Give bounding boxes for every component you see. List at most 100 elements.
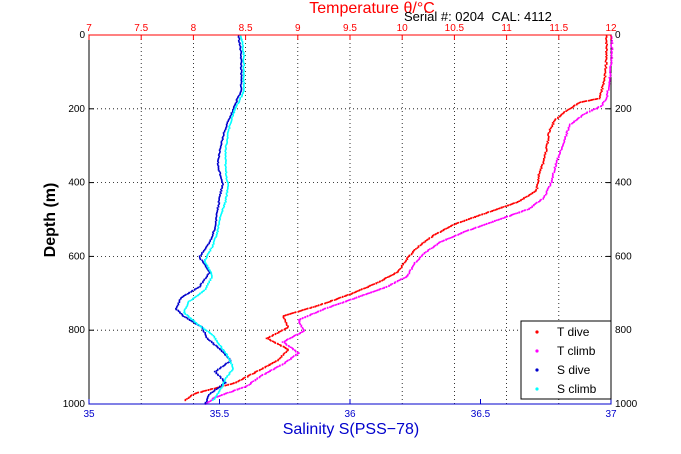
data-point — [209, 239, 212, 241]
data-point — [185, 316, 188, 319]
data-point — [242, 59, 245, 62]
data-point — [356, 290, 359, 292]
data-point — [341, 302, 344, 304]
data-point — [226, 186, 229, 188]
data-point — [220, 212, 223, 214]
data-point — [237, 35, 240, 37]
data-point — [264, 373, 266, 375]
data-point — [600, 105, 602, 108]
data-point — [453, 223, 456, 226]
data-point — [543, 196, 545, 198]
data-point — [333, 299, 336, 301]
data-point — [216, 162, 219, 165]
data-point — [216, 396, 218, 398]
data-point — [240, 79, 243, 81]
data-point — [204, 333, 207, 335]
data-point — [204, 328, 206, 331]
data-point — [219, 173, 221, 176]
data-point — [226, 191, 229, 193]
data-point — [213, 230, 215, 232]
data-point — [219, 145, 222, 148]
data-point — [368, 292, 371, 294]
data-point — [610, 63, 613, 65]
data-point — [225, 166, 227, 169]
data-point — [222, 381, 225, 384]
data-point — [285, 351, 287, 354]
data-point — [494, 209, 497, 211]
data-point — [326, 307, 329, 309]
data-point — [213, 370, 216, 373]
data-point — [555, 162, 558, 164]
data-point — [377, 281, 379, 284]
data-point — [547, 134, 549, 137]
data-point — [177, 309, 179, 312]
data-point — [608, 80, 611, 83]
data-point — [219, 388, 222, 390]
data-point — [237, 36, 240, 38]
data-point — [205, 255, 208, 258]
data-point — [240, 387, 243, 389]
data-point — [253, 372, 255, 375]
data-point — [539, 169, 542, 172]
data-point — [393, 282, 396, 285]
data-point — [299, 332, 302, 335]
data-point — [195, 287, 197, 290]
data-point — [185, 293, 187, 296]
data-point — [219, 175, 222, 177]
data-point — [406, 258, 409, 261]
data-point — [395, 271, 398, 274]
data-point — [602, 84, 604, 86]
data-point — [239, 49, 242, 52]
data-point — [584, 100, 587, 103]
data-point — [243, 52, 245, 54]
data-point — [225, 173, 227, 176]
data-point — [289, 337, 292, 339]
data-point — [232, 113, 234, 116]
data-point — [208, 241, 211, 244]
data-point — [606, 95, 609, 97]
data-point — [192, 319, 195, 322]
data-point — [219, 394, 221, 397]
data-point — [460, 232, 463, 235]
data-point — [181, 296, 183, 298]
data-point — [406, 274, 409, 277]
data-point — [241, 93, 243, 96]
data-point — [242, 92, 244, 95]
data-point — [303, 329, 305, 331]
data-point — [309, 307, 311, 309]
data-point — [216, 210, 219, 213]
data-point — [557, 117, 559, 120]
data-point — [218, 220, 221, 223]
data-point — [608, 85, 610, 88]
data-point — [225, 151, 227, 154]
data-point — [531, 206, 533, 208]
data-point — [608, 87, 610, 90]
data-point — [561, 146, 563, 148]
data-point — [199, 284, 202, 287]
data-point — [381, 287, 384, 290]
data-point — [497, 219, 500, 221]
data-point — [225, 171, 228, 174]
data-point — [282, 354, 285, 356]
data-point — [292, 312, 295, 314]
data-point — [544, 153, 547, 155]
data-point — [240, 76, 243, 79]
data-point — [218, 219, 221, 222]
data-point — [196, 391, 199, 394]
data-point — [278, 343, 281, 346]
data-point — [216, 340, 218, 343]
data-point — [604, 99, 607, 102]
data-point — [316, 305, 318, 307]
data-point — [543, 159, 545, 161]
data-point — [567, 108, 570, 111]
data-point — [225, 192, 228, 195]
y-tick-label-left: 800 — [68, 325, 85, 336]
data-point — [556, 158, 559, 161]
data-point — [364, 287, 367, 289]
data-point — [210, 333, 213, 335]
data-point — [235, 99, 238, 101]
x-top-tick-label: 11.5 — [549, 23, 568, 34]
data-point — [209, 400, 212, 402]
data-point — [206, 397, 209, 399]
